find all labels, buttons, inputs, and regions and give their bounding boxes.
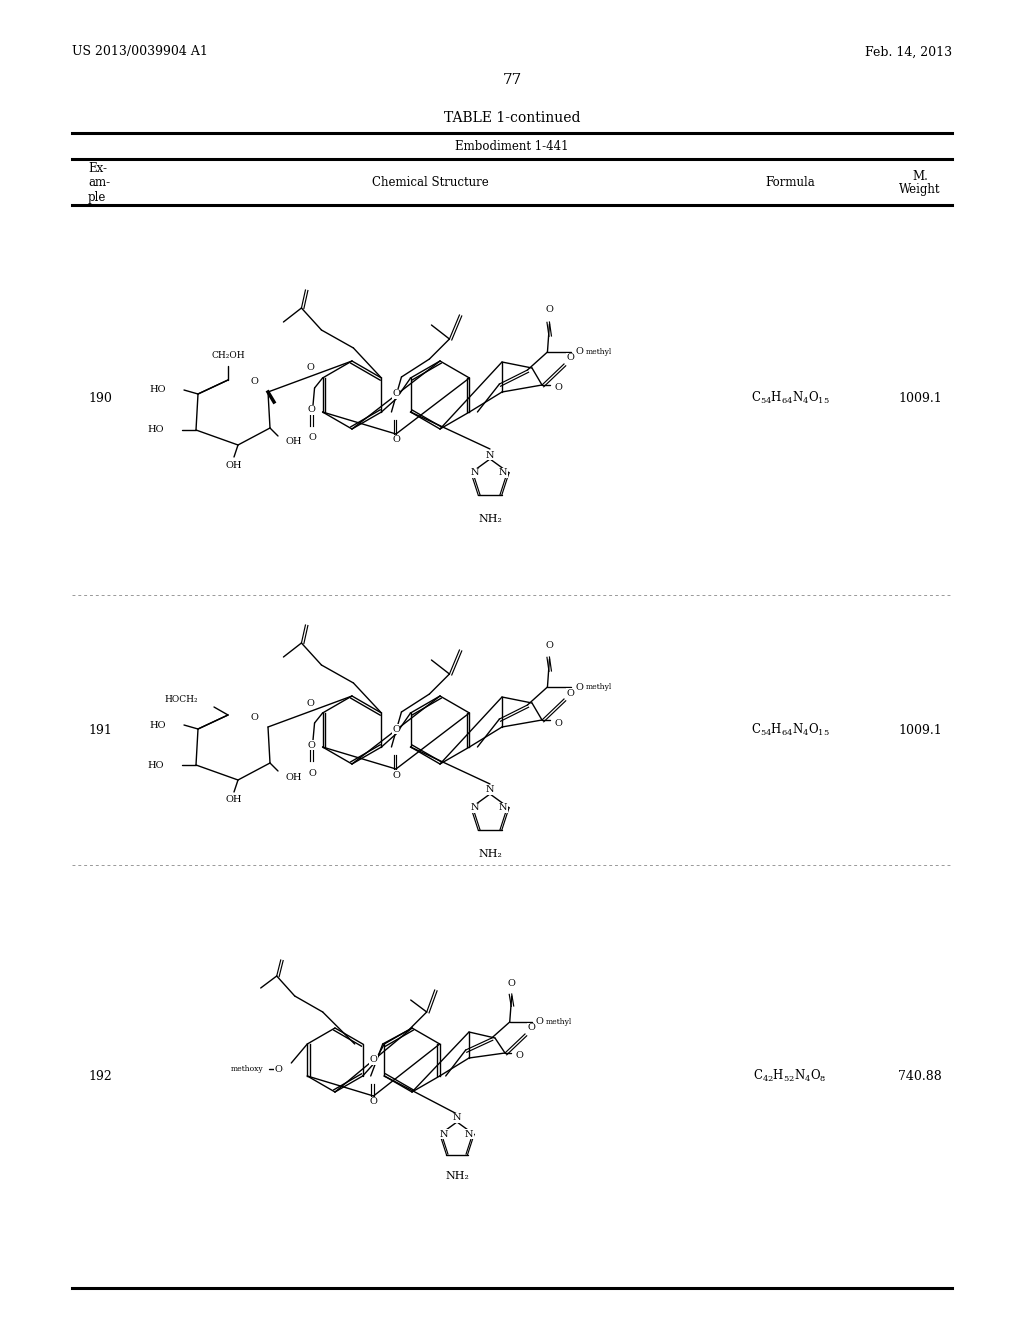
Text: methyl: methyl	[546, 1018, 572, 1026]
Text: O: O	[566, 354, 573, 363]
Text: 77: 77	[503, 73, 521, 87]
Text: CH₂OH: CH₂OH	[211, 351, 245, 360]
Text: O: O	[527, 1023, 535, 1032]
Text: methoxy: methoxy	[230, 1065, 263, 1073]
Text: TABLE 1-continued: TABLE 1-continued	[443, 111, 581, 125]
Text: 190: 190	[88, 392, 112, 404]
Text: O: O	[554, 384, 562, 392]
Text: OH: OH	[225, 461, 243, 470]
Text: O: O	[554, 718, 562, 727]
Text: OH: OH	[286, 772, 302, 781]
Text: O: O	[536, 1018, 544, 1027]
Text: O: O	[250, 713, 258, 722]
Text: methyl: methyl	[586, 348, 611, 356]
Text: HO: HO	[147, 760, 164, 770]
Text: HOCH₂: HOCH₂	[165, 694, 198, 704]
Text: N: N	[485, 785, 495, 795]
Text: NH₂: NH₂	[445, 1171, 469, 1181]
Text: N: N	[465, 1130, 473, 1139]
Text: O: O	[508, 979, 516, 989]
Text: N: N	[499, 469, 507, 478]
Text: Embodiment 1-441: Embodiment 1-441	[456, 140, 568, 153]
Text: US 2013/0039904 A1: US 2013/0039904 A1	[72, 45, 208, 58]
Text: am-: am-	[88, 177, 111, 190]
Text: O: O	[546, 640, 553, 649]
Text: Formula: Formula	[765, 177, 815, 190]
Text: O: O	[306, 698, 314, 708]
Text: N: N	[439, 1130, 449, 1139]
Text: 191: 191	[88, 723, 112, 737]
Text: N: N	[499, 804, 507, 812]
Text: Feb. 14, 2013: Feb. 14, 2013	[865, 45, 952, 58]
Text: $\mathregular{C_{54}H_{64}N_{4}O_{15}}$: $\mathregular{C_{54}H_{64}N_{4}O_{15}}$	[751, 722, 829, 738]
Text: N: N	[471, 804, 479, 812]
Text: O: O	[392, 389, 400, 399]
Text: $\mathregular{C_{42}H_{52}N_{4}O_{8}}$: $\mathregular{C_{42}H_{52}N_{4}O_{8}}$	[754, 1068, 826, 1084]
Text: 192: 192	[88, 1069, 112, 1082]
Text: 1009.1: 1009.1	[898, 392, 942, 404]
Text: O: O	[307, 741, 315, 750]
Text: O: O	[392, 771, 400, 780]
Text: O: O	[370, 1056, 378, 1064]
Text: O: O	[392, 725, 400, 734]
Text: methyl: methyl	[586, 682, 611, 690]
Text: O: O	[307, 405, 315, 414]
Text: N: N	[471, 469, 479, 478]
Text: Ex-: Ex-	[88, 162, 106, 176]
Text: O: O	[308, 433, 316, 442]
Text: OH: OH	[286, 437, 302, 446]
Text: O: O	[575, 347, 584, 356]
Text: O: O	[306, 363, 314, 372]
Text: NH₂: NH₂	[478, 849, 502, 859]
Text: Chemical Structure: Chemical Structure	[372, 177, 488, 190]
Text: O: O	[575, 682, 584, 692]
Text: 740.88: 740.88	[898, 1069, 942, 1082]
Text: HO: HO	[147, 425, 164, 434]
Text: O: O	[274, 1064, 283, 1073]
Text: O: O	[566, 689, 573, 697]
Text: $\mathregular{C_{54}H_{64}N_{4}O_{15}}$: $\mathregular{C_{54}H_{64}N_{4}O_{15}}$	[751, 389, 829, 407]
Text: HO: HO	[150, 385, 166, 395]
Text: O: O	[250, 378, 258, 387]
Text: O: O	[515, 1052, 523, 1060]
Text: ple: ple	[88, 190, 106, 203]
Text: O: O	[546, 305, 553, 314]
Text: Weight: Weight	[899, 183, 941, 197]
Text: N: N	[453, 1114, 461, 1122]
Text: OH: OH	[225, 796, 243, 804]
Text: O: O	[370, 1097, 378, 1106]
Text: NH₂: NH₂	[478, 513, 502, 524]
Text: 1009.1: 1009.1	[898, 723, 942, 737]
Text: O: O	[392, 436, 400, 445]
Text: O: O	[308, 768, 316, 777]
Text: M.: M.	[912, 169, 928, 182]
Text: N: N	[485, 450, 495, 459]
Text: HO: HO	[150, 721, 166, 730]
